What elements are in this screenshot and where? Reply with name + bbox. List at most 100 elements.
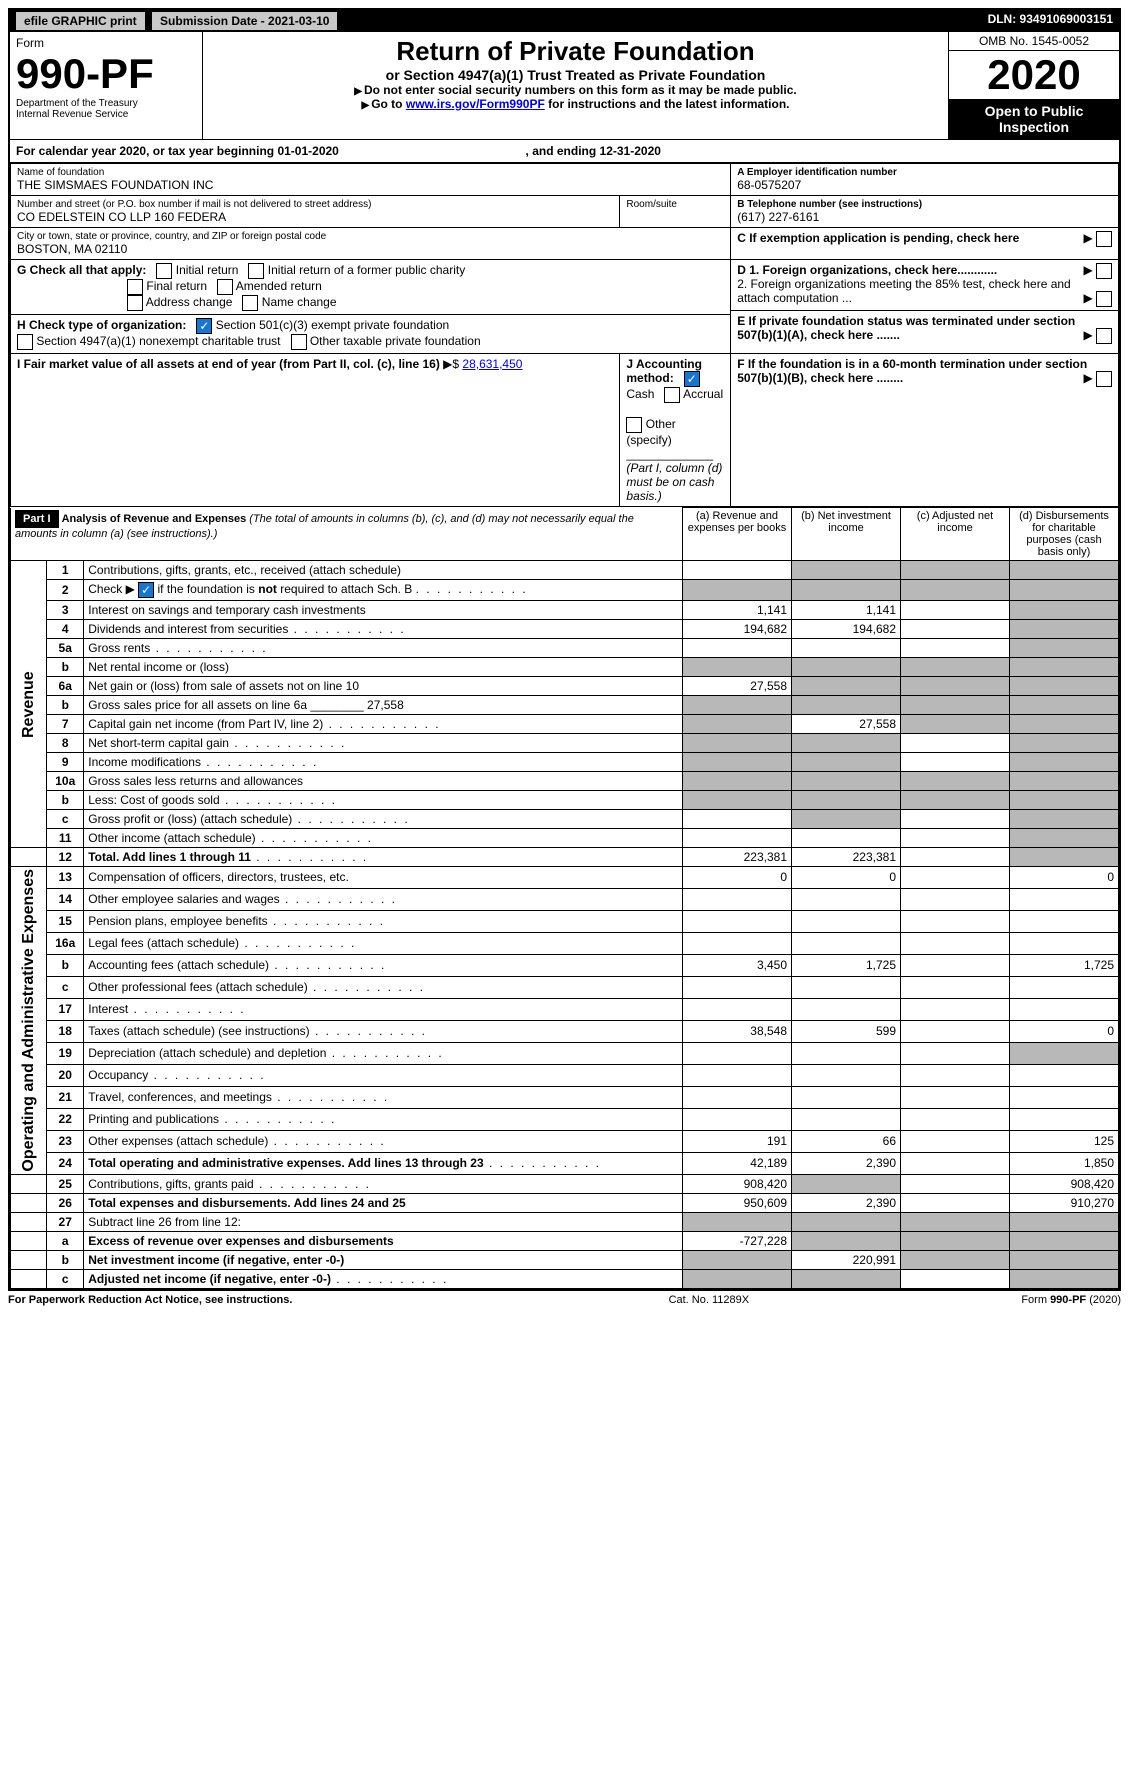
rd-15: Pension plans, employee benefits [88,914,267,928]
instr-goto-pre: Go to [361,97,405,111]
r24a: 42,189 [683,1152,792,1174]
rd-19: Depreciation (attach schedule) and deple… [88,1046,326,1060]
rd-10b: Less: Cost of goods sold [88,793,219,807]
r16bd: 1,725 [1010,954,1119,976]
rd-6b: Gross sales price for all assets on line… [84,696,683,715]
r18d: 0 [1010,1020,1119,1042]
r3a: 1,141 [683,601,792,620]
checkbox-cash[interactable] [684,371,700,387]
rd-11: Other income (attach schedule) [88,831,255,845]
rd-4: Dividends and interest from securities [88,622,288,636]
rn-18: 18 [47,1020,84,1042]
form-word: Form [16,36,196,50]
g-o4: Amended return [236,279,322,293]
rn-11: 11 [47,829,84,848]
checkbox-other-method[interactable] [626,417,642,433]
checkbox-f[interactable] [1096,371,1112,387]
r23d: 125 [1010,1130,1119,1152]
checkbox-e[interactable] [1096,328,1112,344]
footer-mid: Cat. No. 11289X [669,1294,750,1306]
rn-16c: c [47,976,84,998]
checkbox-d1[interactable] [1096,263,1112,279]
cal-begin: 01-01-2020 [277,144,338,158]
r4a: 194,682 [683,620,792,639]
rn-22: 22 [47,1108,84,1130]
tax-year: 2020 [949,51,1119,99]
checkbox-schb[interactable] [138,582,154,598]
r16ba: 3,450 [683,954,792,976]
foundation-name: THE SIMSMAES FOUNDATION INC [17,178,724,192]
checkbox-final[interactable] [127,279,143,295]
r25d: 908,420 [1010,1174,1119,1193]
street-label: Number and street (or P.O. box number if… [17,199,613,210]
checkbox-501c3[interactable] [196,318,212,334]
r26b: 2,390 [792,1193,901,1212]
rd-17: Interest [88,1002,128,1016]
rn-1: 1 [47,561,84,580]
rd-27: Subtract line 26 from line 12: [84,1212,683,1231]
rn-16b: b [47,954,84,976]
checkbox-d2[interactable] [1096,291,1112,307]
col-d: (d) Disbursements for charitable purpose… [1010,508,1119,561]
rd-3: Interest on savings and temporary cash i… [84,601,683,620]
checkbox-accrual[interactable] [664,387,680,403]
checkbox-other-taxable[interactable] [291,334,307,350]
rn-9: 9 [47,753,84,772]
fmv-value[interactable]: 28,631,450 [462,357,522,371]
instr-goto-post: for instructions and the latest informat… [548,97,789,111]
efile-print-button[interactable]: efile GRAPHIC print [16,12,145,30]
part1-table: Part I Analysis of Revenue and Expenses … [10,507,1119,1289]
rn-17: 17 [47,998,84,1020]
footer-left: For Paperwork Reduction Act Notice, see … [8,1294,292,1306]
i-label: I Fair market value of all assets at end… [17,357,440,371]
rd-27a: Excess of revenue over expenses and disb… [84,1231,683,1250]
rd-26: Total expenses and disbursements. Add li… [84,1193,683,1212]
form-container: efile GRAPHIC print Submission Date - 20… [8,8,1121,1291]
open-public: Open to Public Inspection [949,99,1119,139]
form-header: Form 990-PF Department of the Treasury I… [10,32,1119,139]
city: BOSTON, MA 02110 [17,242,724,256]
g-o2: Initial return of a former public charit… [268,263,465,277]
rn-15: 15 [47,910,84,932]
box-d2: 2. Foreign organizations meeting the 85%… [737,277,1071,305]
checkbox-name[interactable] [242,295,258,311]
cal-end: 12-31-2020 [600,144,661,158]
submission-date: Submission Date - 2021-03-10 [152,12,337,30]
rd-20: Occupancy [88,1068,148,1082]
rd-1: Contributions, gifts, grants, etc., rece… [84,561,683,580]
r27aa: -727,228 [683,1231,792,1250]
rn-10c: c [47,810,84,829]
checkbox-c[interactable] [1096,231,1112,247]
footer: For Paperwork Reduction Act Notice, see … [8,1291,1121,1306]
h-label: H Check type of organization: [17,318,186,332]
rd-12: Total. Add lines 1 through 11 [88,850,251,864]
rn-23: 23 [47,1130,84,1152]
rn-13: 13 [47,867,84,889]
checkbox-amended[interactable] [217,279,233,295]
checkbox-address[interactable] [127,295,143,311]
rn-5b: b [47,658,84,677]
checkbox-initial-former[interactable] [248,263,264,279]
col-a: (a) Revenue and expenses per books [683,508,792,561]
rd-16a: Legal fees (attach schedule) [88,936,239,950]
rn-5a: 5a [47,639,84,658]
rd-5b: Net rental income or (loss) [84,658,683,677]
rn-21: 21 [47,1086,84,1108]
rn-6b: b [47,696,84,715]
r25a: 908,420 [683,1174,792,1193]
r23a: 191 [683,1130,792,1152]
r4b: 194,682 [792,620,901,639]
checkbox-initial[interactable] [156,263,172,279]
checkbox-4947[interactable] [17,334,33,350]
r24d: 1,850 [1010,1152,1119,1174]
r23b: 66 [792,1130,901,1152]
rn-3: 3 [47,601,84,620]
r27bb: 220,991 [792,1250,901,1269]
h-o3: Other taxable private foundation [310,334,481,348]
footer-right: 990-PF [1050,1294,1086,1306]
r12a: 223,381 [683,848,792,867]
rd-10a: Gross sales less returns and allowances [84,772,683,791]
r3b: 1,141 [792,601,901,620]
h-o2: Section 4947(a)(1) nonexempt charitable … [36,334,280,348]
instr-link[interactable]: www.irs.gov/Form990PF [406,97,545,111]
